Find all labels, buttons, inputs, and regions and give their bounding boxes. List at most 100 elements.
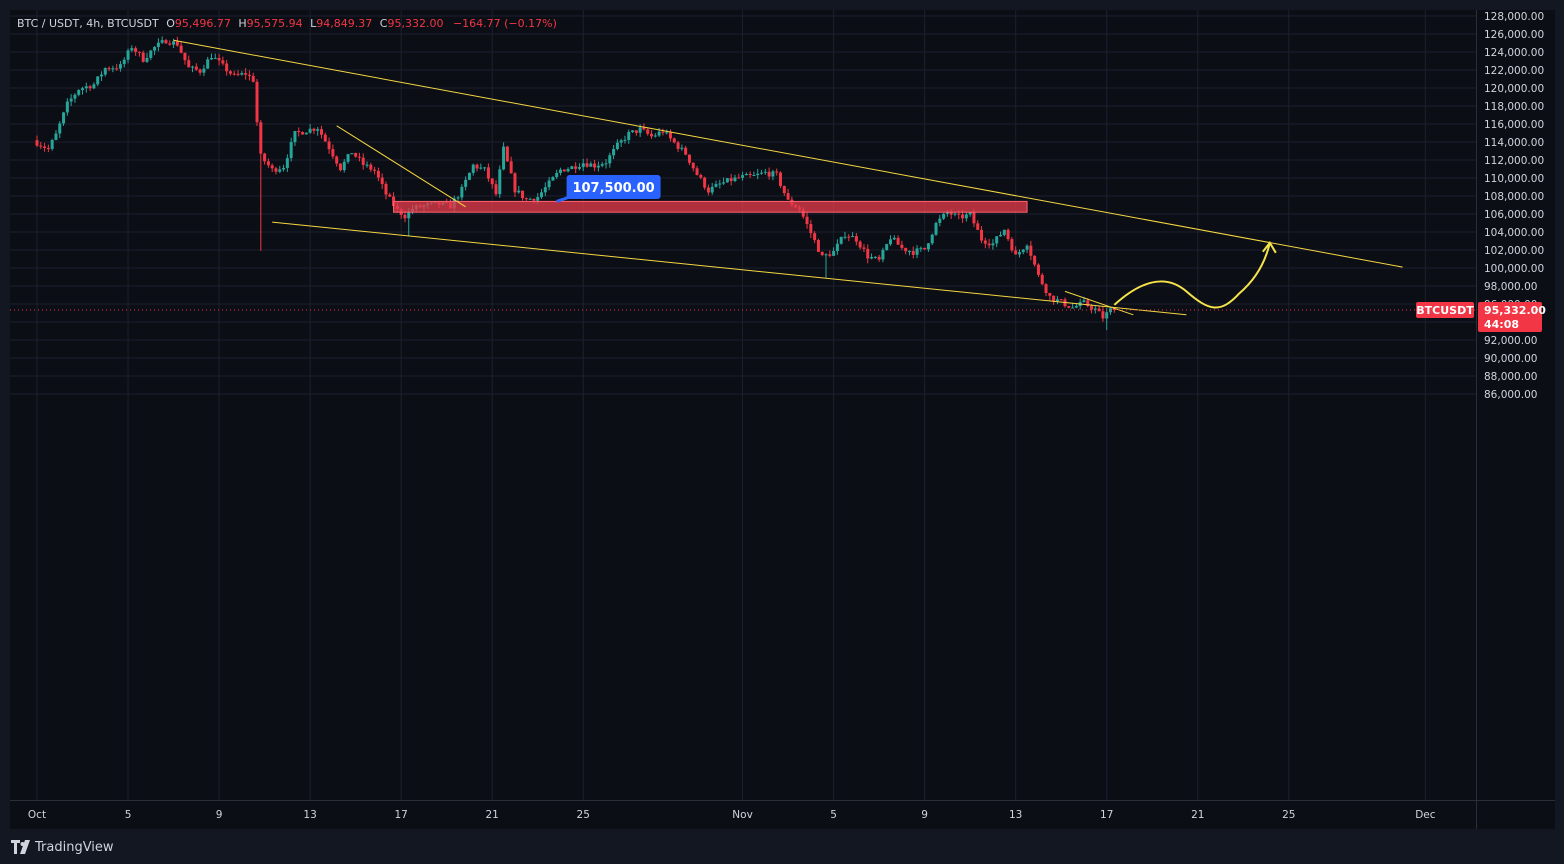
- candle-body: [775, 171, 779, 173]
- projection-path: [1113, 242, 1271, 309]
- candle-body: [1036, 264, 1040, 275]
- candle-body: [502, 146, 506, 170]
- candle-body: [354, 153, 358, 157]
- candle-body: [1040, 274, 1044, 285]
- candle-body: [839, 236, 843, 244]
- candle-body: [574, 166, 578, 169]
- candle-body: [111, 68, 115, 70]
- candle-body: [137, 51, 141, 53]
- candle-body: [744, 173, 748, 176]
- candle-body: [1021, 249, 1025, 253]
- candle-body: [983, 240, 987, 244]
- candle-body: [327, 141, 331, 150]
- candle-body: [1101, 311, 1105, 319]
- symbol-tag-label: BTCUSDT: [1416, 304, 1474, 317]
- candle-body: [778, 172, 782, 186]
- candle-body: [771, 171, 775, 177]
- candle-body: [631, 130, 635, 132]
- candle-body: [282, 167, 286, 170]
- candle-body: [938, 218, 942, 223]
- candle-body: [615, 142, 619, 149]
- candle-body: [153, 46, 157, 51]
- candle-body: [919, 247, 923, 249]
- candle-body: [596, 165, 600, 168]
- candle-body: [714, 184, 718, 187]
- candle-body: [968, 212, 972, 215]
- time-tick-label: 13: [303, 809, 316, 821]
- price-tick-label: 92,000.00: [1484, 335, 1537, 347]
- candle-body: [1082, 300, 1086, 302]
- candle-body: [361, 157, 365, 165]
- candle-body: [293, 131, 297, 143]
- tradingview-logo-icon: [11, 840, 30, 854]
- candle-body: [77, 89, 81, 95]
- candle-body: [357, 156, 361, 158]
- candle-body: [1048, 293, 1052, 296]
- open-label: O: [166, 17, 175, 30]
- candle-body: [270, 165, 274, 169]
- candle-body: [687, 154, 691, 163]
- candle-body: [103, 68, 107, 75]
- price-tick-label: 88,000.00: [1484, 371, 1537, 383]
- symbol-legend: BTC / USDT, 4h, BTCUSDT O95,496.77 H95,5…: [17, 17, 557, 30]
- time-tick-label: 21: [1191, 809, 1204, 821]
- candle-body: [786, 193, 790, 200]
- candle-body: [46, 148, 50, 150]
- close-label: C: [379, 17, 388, 30]
- candle-body: [540, 192, 544, 198]
- low-label: L: [310, 17, 317, 30]
- candle-body: [175, 41, 179, 46]
- candle-body: [122, 59, 126, 65]
- candle-body: [43, 146, 47, 149]
- candle-body: [870, 257, 874, 259]
- candle-body: [160, 40, 164, 43]
- candle-body: [320, 129, 323, 135]
- time-axis[interactable]: [10, 800, 1476, 829]
- tradingview-brand[interactable]: TradingView: [11, 838, 114, 856]
- symbol-title[interactable]: BTC / USDT, 4h, BTCUSDT: [17, 17, 159, 30]
- candle-body: [600, 164, 604, 166]
- candle-body: [691, 162, 695, 169]
- price-axis[interactable]: [1476, 10, 1555, 800]
- candle-body: [521, 190, 525, 199]
- candle-body: [331, 149, 335, 157]
- candle-body: [957, 213, 961, 215]
- price-tick-label: 108,000.00: [1484, 191, 1544, 203]
- time-tick-label: 13: [1009, 809, 1022, 821]
- candle-body: [1006, 229, 1010, 240]
- candle-body: [634, 130, 638, 133]
- candle-body: [350, 153, 354, 155]
- candle-body: [972, 212, 976, 224]
- candle-body: [623, 139, 627, 141]
- candle-body: [748, 173, 752, 176]
- candle-body: [949, 211, 953, 215]
- candle-body: [926, 243, 930, 250]
- candle-body: [964, 214, 968, 219]
- candle-body: [665, 132, 669, 134]
- candle-body: [456, 197, 460, 199]
- candle-body: [737, 177, 741, 179]
- price-tick-label: 102,000.00: [1484, 245, 1544, 257]
- candle-body: [1033, 255, 1037, 265]
- candle-body: [346, 154, 350, 162]
- candle-body: [479, 167, 483, 169]
- candle-body: [274, 168, 278, 172]
- candle-body: [873, 256, 877, 258]
- candle-body: [172, 41, 176, 45]
- last-price-tag: [1478, 302, 1542, 333]
- candle-body: [695, 168, 699, 176]
- candle-body: [900, 244, 904, 248]
- candle-body: [240, 73, 244, 75]
- candle-body: [558, 169, 562, 173]
- candle-body: [1059, 299, 1063, 301]
- price-tick-label: 118,000.00: [1484, 101, 1544, 113]
- candle-body: [179, 45, 183, 53]
- candle-body: [923, 247, 927, 250]
- candle-body: [991, 243, 995, 246]
- candle-body: [752, 174, 756, 176]
- price-callout: [566, 175, 661, 199]
- candle-body: [733, 177, 737, 182]
- candle-body: [589, 163, 593, 167]
- candle-body: [835, 243, 839, 252]
- price-callout-label: 107,500.00: [572, 181, 654, 196]
